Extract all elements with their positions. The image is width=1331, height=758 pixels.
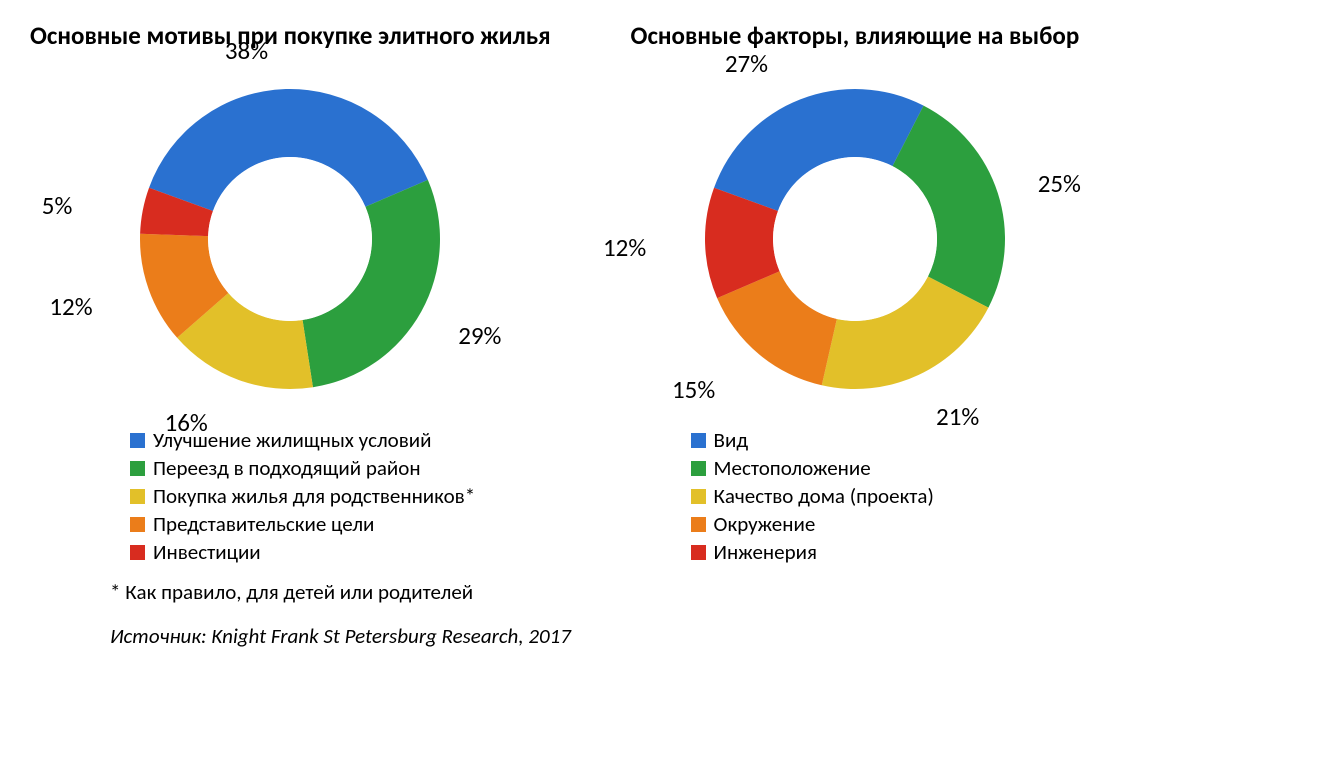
page-root: Основные мотивы при покупке элитного жил… [0, 0, 1331, 758]
legend-item: Инвестиции [130, 539, 551, 565]
legend-label: Окружение [714, 511, 816, 537]
data-label-motives-3: 12% [49, 291, 92, 322]
legend-swatch [691, 545, 706, 560]
data-label-motives-4: 5% [42, 190, 73, 221]
legend-swatch [130, 461, 145, 476]
legend-item: Инженерия [691, 539, 1080, 565]
legend-label: Представительские цели [153, 511, 374, 537]
legend-item: Окружение [691, 511, 1080, 537]
data-label-motives-0: 38% [225, 35, 268, 66]
legend-motives: Улучшение жилищных условийПереезд в подх… [130, 427, 551, 565]
donut-svg [110, 59, 470, 419]
legend-item: Вид [691, 427, 1080, 453]
legend-label: Покупка жилья для родственников* [153, 483, 475, 509]
legend-swatch [691, 489, 706, 504]
legend-item: Переезд в подходящий район [130, 455, 551, 481]
legend-swatch [130, 545, 145, 560]
legend-item: Качество дома (проекта) [691, 483, 1080, 509]
legend-item: Местоположение [691, 455, 1080, 481]
legend-swatch [130, 433, 145, 448]
legend-item: Представительские цели [130, 511, 551, 537]
data-label-factors-0: 27% [725, 48, 768, 79]
chart-motives: Основные мотивы при покупке элитного жил… [30, 20, 551, 565]
legend-swatch [130, 489, 145, 504]
legend-item: Покупка жилья для родственников* [130, 483, 551, 509]
data-label-factors-1: 25% [1038, 168, 1081, 199]
legend-swatch [130, 517, 145, 532]
legend-label: Инвестиции [153, 539, 261, 565]
data-label-factors-2: 21% [936, 401, 979, 432]
legend-label: Местоположение [714, 455, 871, 481]
chart-title: Основные мотивы при покупке элитного жил… [30, 20, 551, 51]
footnote-text: * Как правило, для детей или родителей [110, 579, 1301, 605]
data-label-factors-4: 12% [603, 232, 646, 263]
legend-label: Инженерия [714, 539, 817, 565]
donut-chart: 27%25%21%15%12% [675, 59, 1035, 419]
donut-hole [208, 157, 372, 321]
legend-label: Переезд в подходящий район [153, 455, 421, 481]
data-label-factors-3: 15% [672, 374, 715, 405]
legend-label: Вид [714, 427, 749, 453]
legend-swatch [691, 517, 706, 532]
donut-chart: 38%29%16%12%5% [110, 59, 470, 419]
donut-svg [675, 59, 1035, 419]
legend-swatch [691, 433, 706, 448]
legend-swatch [691, 461, 706, 476]
charts-row: Основные мотивы при покупке элитного жил… [30, 20, 1301, 565]
legend-factors: ВидМестоположениеКачество дома (проекта)… [691, 427, 1080, 565]
data-label-motives-2: 16% [165, 407, 208, 438]
source-text: Источник: Knight Frank St Petersburg Res… [110, 623, 1301, 649]
data-label-motives-1: 29% [458, 320, 501, 351]
donut-hole [773, 157, 937, 321]
chart-title: Основные факторы, влияющие на выбор [631, 20, 1080, 51]
legend-label: Качество дома (проекта) [714, 483, 934, 509]
chart-factors: Основные факторы, влияющие на выбор27%25… [631, 20, 1080, 565]
